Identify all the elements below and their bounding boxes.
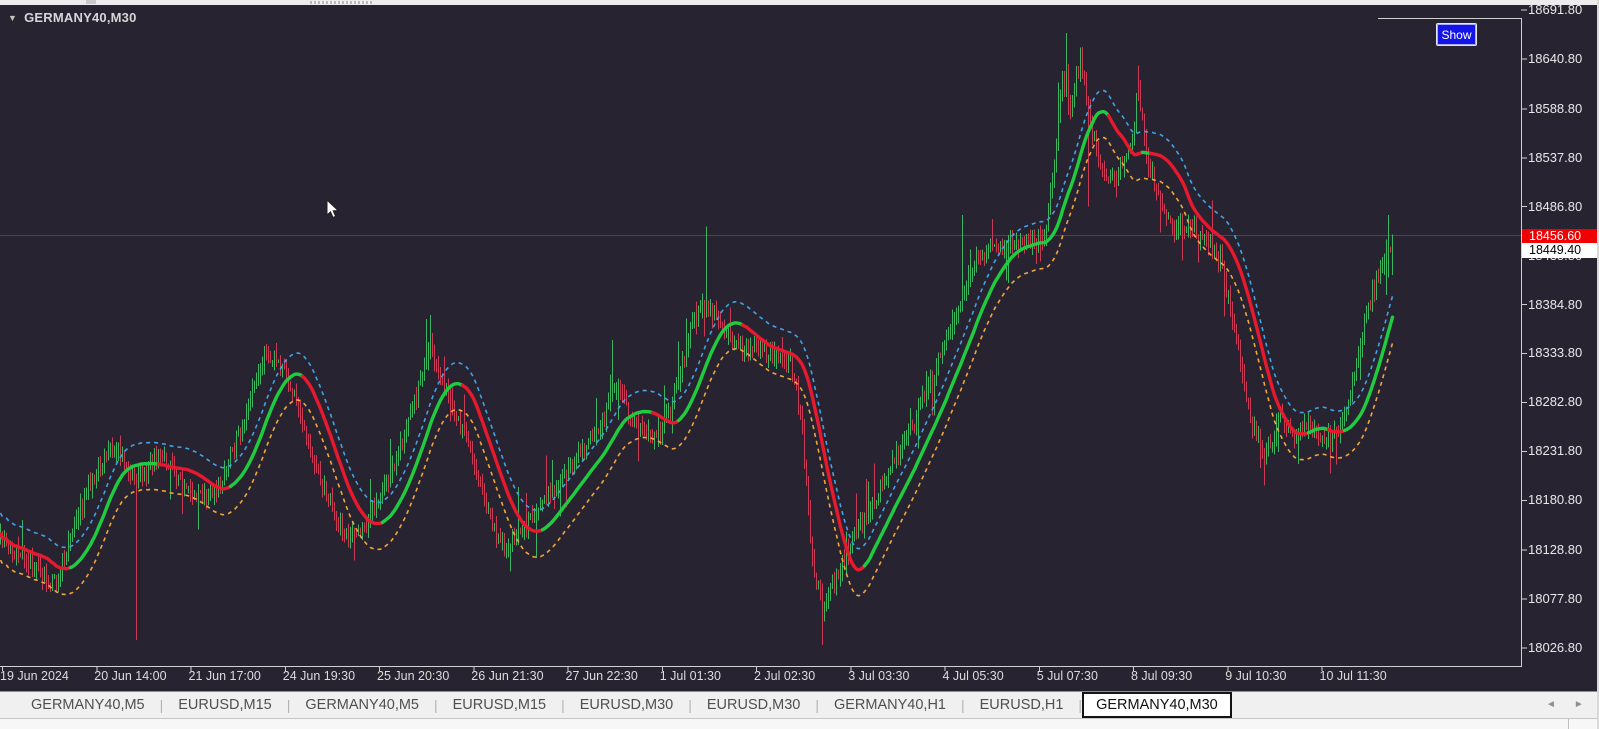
time-axis-label: 21 Jun 17:00 (188, 669, 261, 683)
current-price-tag: 18456.60 (1522, 228, 1598, 243)
price-axis-label: 18128.80 (1528, 542, 1583, 558)
chart-tab-germany40-m5[interactable]: GERMANY40,M5 (31, 697, 145, 713)
time-axis-label: 24 Jun 19:30 (282, 669, 356, 683)
tab-separator: | (815, 697, 819, 713)
price-axis-label: 18231.80 (1528, 443, 1583, 459)
time-axis-label: 5 Jul 07:30 (1036, 669, 1098, 683)
chart-tab-germany40-m5[interactable]: GERMANY40,M5 (305, 697, 419, 713)
chart-tab-bar: GERMANY40,M5 | EURUSD,M15 | GERMANY40,M5 | EUR… (0, 691, 1599, 718)
tab-separator: | (286, 697, 291, 713)
status-bar (0, 718, 1599, 729)
chart-symbol-dropdown[interactable]: ▼ GERMANY40,M30 (8, 10, 137, 25)
time-axis-label: 9 Jul 10:30 (1225, 669, 1287, 683)
window-right-edge (1597, 0, 1599, 729)
chart-tab-eurusd-m30[interactable]: EURUSD,M30 (706, 697, 801, 713)
price-axis-label: 18026.80 (1528, 640, 1583, 655)
chart-tab-eurusd-m15[interactable]: EURUSD,M15 (452, 697, 547, 713)
chart-tab-germany40-m30[interactable]: GERMANY40,M30 (1082, 692, 1232, 718)
chart-tab-eurusd-m30[interactable]: EURUSD,M30 (579, 697, 674, 713)
tab-separator: | (561, 697, 565, 713)
time-axis-label: 10 Jul 11:30 (1319, 669, 1387, 683)
price-axis-label: 18077.80 (1528, 591, 1583, 607)
price-axis-label: 18486.80 (1528, 198, 1583, 214)
time-axis-label: 19 Jun 2024 (0, 669, 69, 683)
price-axis-label: 18537.80 (1528, 149, 1583, 165)
chart-tab-eurusd-m15[interactable]: EURUSD,M15 (178, 697, 272, 713)
chart-canvas[interactable] (0, 0, 1599, 691)
toolbar-fragment-dots (310, 1, 372, 4)
tab-separator: | (159, 697, 164, 713)
time-axis-label: 1 Jul 01:30 (659, 669, 721, 683)
price-axis-label: 18640.80 (1528, 50, 1583, 66)
time-axis-label: 26 Jun 21:30 (471, 669, 544, 683)
symbol-timeframe-label: GERMANY40,M30 (24, 10, 137, 25)
price-axis-label: 18180.80 (1528, 492, 1583, 508)
time-axis-label: 20 Jun 14:00 (94, 669, 167, 683)
tab-separator: | (434, 697, 438, 713)
price-axis-label: 18333.80 (1528, 345, 1583, 361)
time-axis-label: 8 Jul 09:30 (1131, 669, 1193, 683)
time-axis-label: 27 Jun 22:30 (565, 669, 638, 683)
tab-separator: | (1078, 697, 1083, 713)
tab-scroll-right-icon[interactable]: ► (1573, 699, 1584, 710)
toolbar-fragment (86, 0, 96, 4)
last-price-tag: 18449.40 (1522, 242, 1598, 258)
mouse-cursor (326, 199, 340, 219)
chart-tab-eurusd-h1[interactable]: EURUSD,H1 (979, 697, 1064, 713)
price-axis-label: 18588.80 (1528, 100, 1583, 116)
tab-scroll-controls: ◄ ► (1546, 691, 1584, 718)
tab-separator: | (960, 697, 965, 713)
tab-separator: | (688, 697, 692, 713)
price-axis-label: 18691.80 (1528, 2, 1583, 17)
time-axis-label: 4 Jul 05:30 (942, 669, 1004, 683)
price-axis-label: 18384.80 (1528, 296, 1583, 312)
price-axis-label: 18282.80 (1528, 394, 1583, 410)
chevron-down-icon: ▼ (8, 12, 18, 23)
chart-tab-germany40-h1[interactable]: GERMANY40,H1 (833, 697, 946, 713)
time-axis-label: 25 Jun 20:30 (377, 669, 450, 683)
time-axis-label: 3 Jul 03:30 (848, 669, 910, 683)
time-axis-label: 2 Jul 02:30 (754, 669, 816, 683)
tab-scroll-left-icon[interactable]: ◄ (1546, 699, 1556, 710)
toolbar-edge (0, 0, 1599, 5)
status-bar-divider (1568, 719, 1569, 729)
show-button[interactable]: Show (1436, 23, 1477, 46)
